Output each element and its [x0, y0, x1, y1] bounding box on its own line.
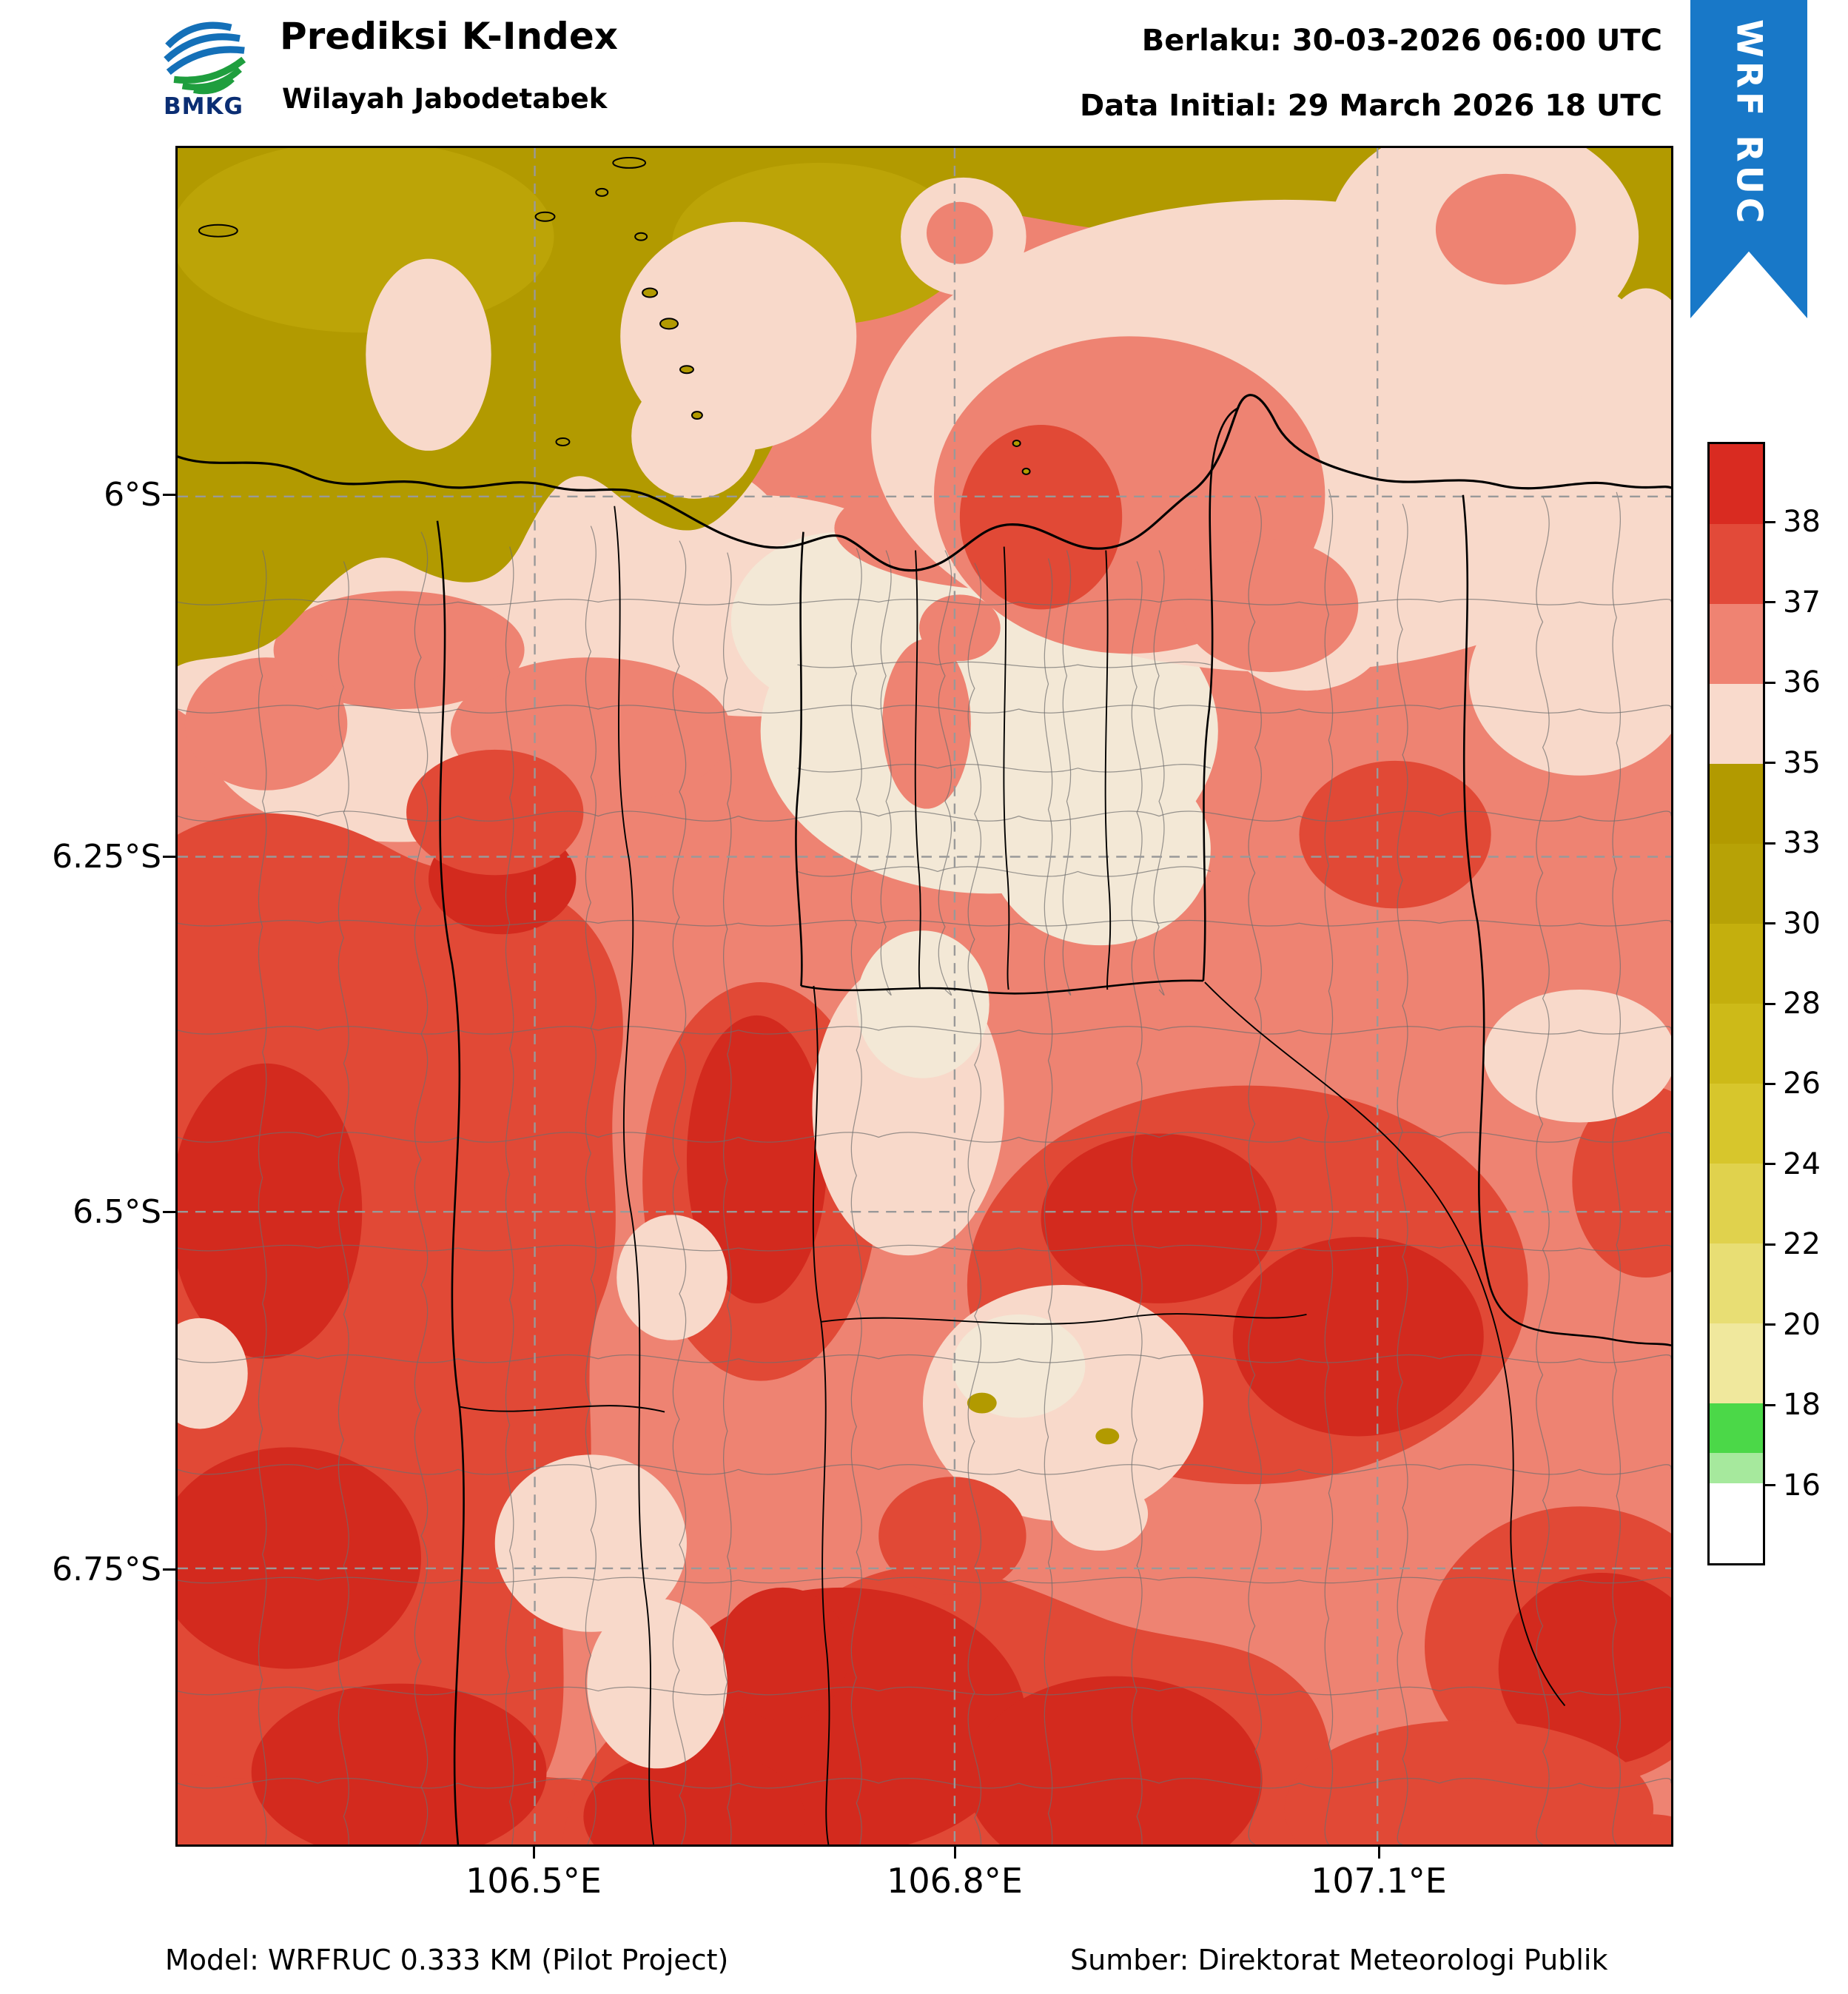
- colorbar-segment: [1710, 1452, 1763, 1483]
- ribbon-label: WRF RUC: [1728, 19, 1770, 227]
- colorbar-tick: 38: [1765, 505, 1821, 539]
- y-axis-label: 6°S: [104, 476, 161, 514]
- colorbar-segments: [1707, 442, 1765, 1565]
- colorbar-tick: 35: [1765, 746, 1821, 780]
- contour-fill-layer: [178, 148, 1671, 1844]
- district-boundaries: [178, 489, 1671, 1844]
- regency-boundaries: [436, 406, 1671, 1844]
- colorbar-segment: [1710, 1004, 1763, 1084]
- colorbar-segment: [1710, 1084, 1763, 1164]
- grid-layer: [178, 148, 1671, 1844]
- colorbar-tick: 37: [1765, 585, 1821, 620]
- y-axis-tick: [163, 856, 175, 858]
- map-canvas: [178, 148, 1671, 1844]
- colorbar-tick: 28: [1765, 987, 1821, 1021]
- colorbar-ticks: 38 37 36 35 33 30 28 26 24 22 20 18 16: [1707, 442, 1821, 1565]
- x-axis-label: 107.1°E: [1311, 1861, 1447, 1901]
- bmkg-globe-icon: [164, 11, 246, 95]
- bmkg-logo-text: BMKG: [164, 93, 243, 120]
- colorbar-segment: [1710, 844, 1763, 924]
- y-axis-label: 6.5°S: [73, 1193, 161, 1231]
- y-axis-label: 6.75°S: [52, 1551, 161, 1588]
- colorbar-segment: [1710, 1483, 1763, 1563]
- footer-model-text: Model: WRFRUC 0.333 KM (Pilot Project): [165, 1944, 729, 1976]
- colorbar-segment: [1710, 924, 1763, 1004]
- x-axis-label: 106.5°E: [466, 1861, 602, 1901]
- x-axis-tick: [1378, 1847, 1380, 1859]
- colorbar-segment: [1710, 604, 1763, 684]
- colorbar-tick: 26: [1765, 1067, 1821, 1101]
- colorbar-segment: [1710, 1164, 1763, 1243]
- colorbar-segment: [1710, 524, 1763, 604]
- valid-datetime: Berlaku: 30-03-2026 06:00 UTC: [1141, 24, 1662, 58]
- colorbar-segment: [1710, 684, 1763, 764]
- y-axis-tick: [163, 1211, 175, 1213]
- y-axis-tick: [163, 494, 175, 496]
- colorbar: 38 37 36 35 33 30 28 26 24 22 20 18 16: [1707, 442, 1821, 1565]
- colorbar-tick: 18: [1765, 1388, 1821, 1422]
- map-frame: [175, 146, 1673, 1847]
- x-axis-label: 106.8°E: [887, 1861, 1023, 1901]
- colorbar-tick: 24: [1765, 1147, 1821, 1181]
- colorbar-segment: [1710, 764, 1763, 844]
- y-axis-label: 6.25°S: [52, 838, 161, 876]
- bmkg-logo: BMKG: [148, 7, 259, 120]
- x-axis-tick: [533, 1847, 535, 1859]
- page-title: Prediksi K-Index: [280, 15, 619, 58]
- wrf-ruc-ribbon: WRF RUC: [1690, 0, 1807, 318]
- colorbar-tick: 16: [1765, 1468, 1821, 1503]
- colorbar-segment: [1710, 1403, 1763, 1453]
- colorbar-segment: [1710, 444, 1763, 524]
- islands: [198, 156, 1031, 475]
- x-axis-tick: [954, 1847, 956, 1859]
- coastline: [178, 394, 1671, 572]
- initial-datetime: Data Initial: 29 March 2026 18 UTC: [1080, 89, 1662, 123]
- y-axis-tick: [163, 1568, 175, 1571]
- footer-source-text: Sumber: Direktorat Meteorologi Publik: [1070, 1944, 1608, 1976]
- colorbar-tick: 22: [1765, 1227, 1821, 1261]
- colorbar-segment: [1710, 1243, 1763, 1323]
- colorbar-tick: 36: [1765, 665, 1821, 699]
- colorbar-tick: 30: [1765, 907, 1821, 941]
- colorbar-segment: [1710, 1323, 1763, 1403]
- page-subtitle: Wilayah Jabodetabek: [282, 83, 608, 115]
- colorbar-tick: 20: [1765, 1308, 1821, 1342]
- colorbar-tick: 33: [1765, 826, 1821, 860]
